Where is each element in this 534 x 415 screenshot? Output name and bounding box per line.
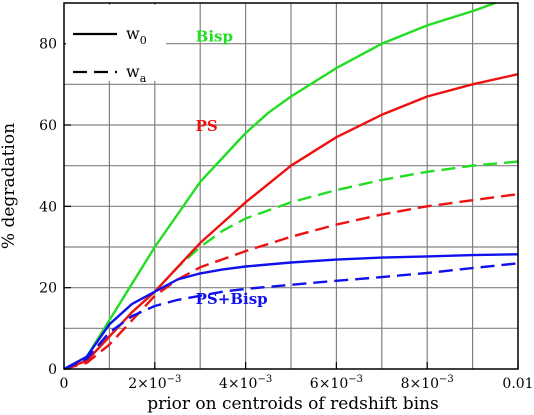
y-tick-label: 80 (39, 37, 57, 53)
series-labels: Bisp PS PS+Bisp (196, 28, 268, 308)
series-ps-wa-line (63, 192, 519, 371)
series-bisp-w0-line (63, 1, 496, 371)
series-lines (63, 1, 519, 371)
y-tick-label: 60 (39, 118, 57, 134)
series-label-bisp: Bisp (196, 28, 233, 46)
x-tick-label: 0.01 (502, 376, 533, 392)
series-label-ps-bisp: PS+Bisp (196, 290, 268, 308)
x-tick-label: 4×10−3 (219, 374, 272, 392)
x-tick-label: 6×10−3 (310, 374, 363, 392)
series-ps-bisp-wa-line (63, 262, 519, 371)
y-tick-label: 40 (39, 199, 57, 215)
series-ps-bisp-w0-line (63, 253, 519, 371)
x-tick-label: 8×10−3 (401, 374, 454, 392)
legend-background (66, 5, 166, 81)
series-label-ps: PS (196, 117, 218, 135)
y-axis-title: % degradation (0, 123, 19, 249)
plot-frame (63, 2, 519, 370)
axis-ticks: 0 2×10−3 4×10−3 6×10−3 8×10−3 0.01 0 20 40 60 80 (39, 37, 533, 392)
x-axis-title: prior on centroids of redshift bins (147, 394, 439, 414)
y-tick-label: 0 (48, 362, 57, 378)
x-tick-label: 0 (60, 376, 69, 392)
y-tick-label: 20 (39, 281, 57, 297)
x-tick-label: 2×10−3 (128, 374, 181, 392)
